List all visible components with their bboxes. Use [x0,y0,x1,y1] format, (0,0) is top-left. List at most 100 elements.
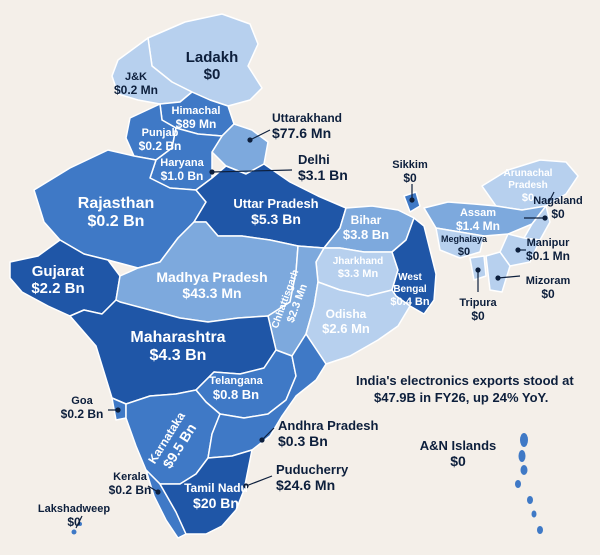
state-value: $24.6 Mn [276,477,335,493]
state-value: $0.2 Bn [61,407,104,421]
label-jharkhand: Jharkhand$3.3 Mn [333,256,384,280]
state-name: Delhi [298,152,330,167]
label-goa: Goa$0.2 Bn [61,395,104,421]
label-rajasthan: Rajasthan$0.2 Bn [78,195,154,230]
label-an-islands: A&N Islands$0 [420,438,497,469]
state-name: Mizoram [526,275,571,287]
state-name: Himachal [172,105,221,117]
state-name: Andhra Pradesh [278,418,378,433]
state-value: $0.2 Bn [139,139,182,153]
state-name: Maharashtra [130,329,225,346]
leader-lines [75,129,555,529]
label-manipur: Manipur$0.1 Mn [526,237,570,263]
state-name: Ladakh [186,49,239,66]
state-name: Telangana [209,375,263,387]
state-value: $3.8 Bn [343,227,389,242]
state-name: Punjab [142,127,179,139]
state-name: Gujarat [32,263,85,280]
headline-line1: India's electronics exports stood at [356,373,574,388]
state-value: $0 [67,515,81,529]
state-name: Assam [460,207,496,219]
label-mizoram: Mizoram$0 [526,275,571,301]
state-value: $0 [204,66,221,83]
state-name: Kerala [113,471,148,483]
label-meghalaya: Meghalaya $0 [441,234,488,258]
state-value: $0.2 Bn [88,213,145,230]
label-punjab: Punjab$0.2 Bn [139,127,182,153]
label-haryana: Haryana$1.0 Bn [160,157,204,183]
state-name: Arunachal [504,168,553,179]
label-ladakh: Ladakh$0 [186,49,239,83]
state-name: Puducherry [276,462,349,477]
state-name: A&N Islands [420,438,497,453]
label-kerala: Kerala$0.2 Bn [109,471,152,497]
state-value: $89 Mn [176,117,217,131]
state-value: $1.0 Bn [161,169,204,183]
label-tripura: Tripura$0 [459,297,497,323]
an-islands-shapes [515,433,543,534]
label-gujarat: Gujarat$2.2 Bn [31,263,84,297]
state-value: $0 [522,192,534,204]
state-value: $0.1 Mn [526,249,570,263]
state-name: Sikkim [392,159,428,171]
state-value: $3.3 Mn [338,268,379,280]
state-value: $20 Bn [193,495,239,511]
label-telangana: Telangana$0.8 Bn [209,375,263,402]
state-value: $0.4 Bn [390,296,429,308]
label-delhi: Delhi$3.1 Bn [298,152,348,183]
label-himachal: Himachal$89 Mn [172,105,221,131]
state-name: Pradesh [508,180,547,191]
label-tamil-nadu: Tamil Nadu$20 Bn [184,481,248,511]
state-value: $0.2 Bn [109,483,152,497]
state-value: $2.2 Bn [31,280,84,297]
state-name: Bihar [351,213,382,227]
region-tn [159,449,253,535]
label-lakshadweep: Lakshadweep$0 [38,503,110,529]
label-bihar: Bihar$3.8 Bn [343,213,389,242]
state-name: West [398,272,422,283]
state-name: Bengal [393,284,427,295]
state-name: Goa [71,395,93,407]
state-value: $0 [450,453,466,469]
state-value: $0 [403,171,417,185]
label-jk: J&K$0.2 Mn [114,71,158,97]
state-name: Haryana [160,157,204,169]
label-odisha: Odisha$2.6 Mn [322,307,370,336]
label-maharashtra: Maharashtra$4.3 Bn [130,329,225,364]
state-value: $1.4 Mn [456,219,500,233]
label-uttarakhand: Uttarakhand$77.6 Mn [272,111,342,141]
state-name: Odisha [326,307,367,321]
label-madhya-pradesh: Madhya Pradesh$43.3 Mn [156,269,267,301]
map-regions [9,13,579,539]
state-value: $2.6 Mn [322,321,370,336]
state-name: J&K [125,71,147,83]
state-name: Jharkhand [333,256,384,267]
state-name: Madhya Pradesh [156,269,267,285]
region-mizoram [485,251,511,293]
label-nagaland: Nagaland$0 [533,195,583,221]
state-value: $3.1 Bn [298,167,348,183]
headline-line2: $47.9B in FY26, up 24% YoY. [374,390,548,405]
state-name: Rajasthan [78,195,154,212]
state-name: Nagaland [533,195,583,207]
state-name: Manipur [527,237,570,249]
label-sikkim: Sikkim$0 [392,159,428,185]
state-value: $0.2 Mn [114,83,158,97]
label-assam: Assam$1.4 Mn [456,207,500,233]
state-value: $0 [551,207,565,221]
label-uttar-pradesh: Uttar Pradesh$5.3 Bn [233,196,318,227]
label-puducherry: Puducherry$24.6 Mn [276,462,349,493]
state-name: Tamil Nadu [184,481,248,495]
state-value: $4.3 Bn [150,347,207,364]
state-name: Meghalaya [441,234,488,244]
state-value: $0 [541,287,555,301]
state-value: $43.3 Mn [182,285,241,301]
state-value: $0 [458,246,470,258]
state-value: $0.8 Bn [213,387,259,402]
state-name: Lakshadweep [38,503,110,515]
